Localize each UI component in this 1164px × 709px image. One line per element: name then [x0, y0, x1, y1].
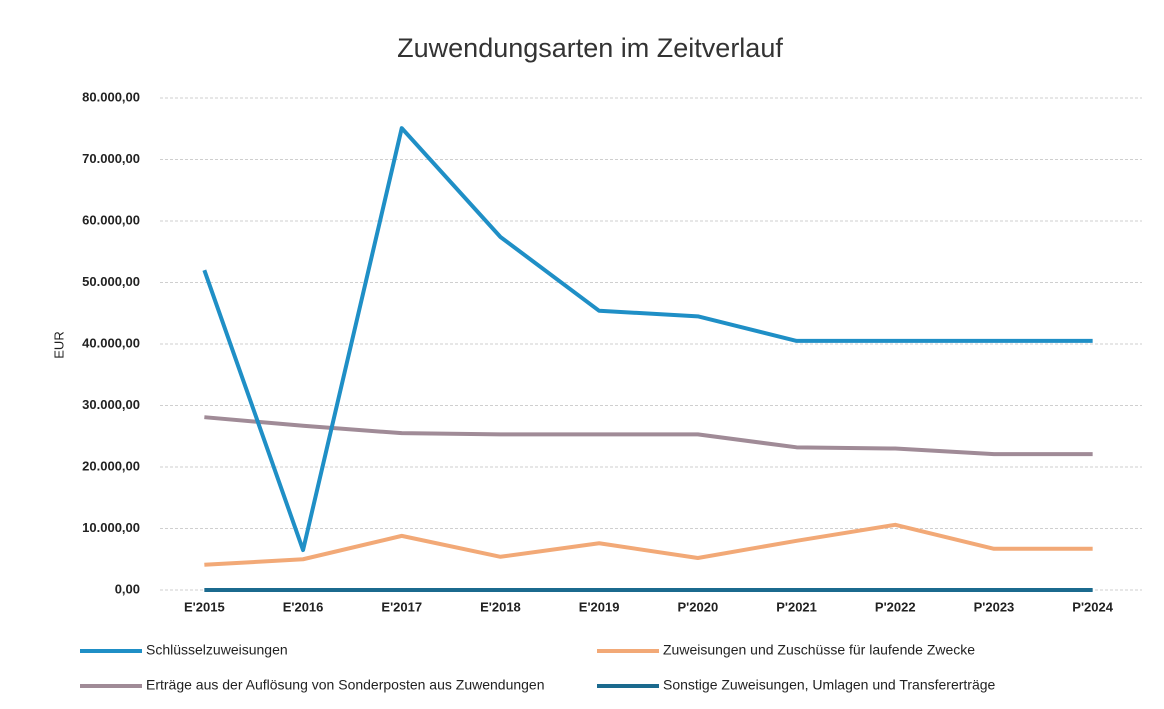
x-tick-label: E'2018	[480, 599, 521, 614]
y-tick-label: 80.000,00	[82, 89, 140, 104]
legend-label: Erträge aus der Auflösung von Sonderpost…	[146, 677, 545, 693]
series-line	[204, 522, 1093, 567]
y-tick-label: 30.000,00	[82, 397, 140, 412]
legend-label: Sonstige Zuweisungen, Umlagen und Transf…	[663, 677, 996, 693]
y-tick-label: 60.000,00	[82, 212, 140, 227]
x-tick-label: E'2015	[184, 599, 225, 614]
y-axis-label: EUR	[51, 331, 66, 358]
x-tick-label: P'2020	[678, 599, 719, 614]
series-line	[202, 126, 1093, 553]
legend-label: Zuweisungen und Zuschüsse für laufende Z…	[663, 642, 975, 658]
x-tick-label: E'2016	[283, 599, 324, 614]
y-tick-label: 50.000,00	[82, 274, 140, 289]
y-tick-label: 20.000,00	[82, 458, 140, 473]
x-tick-label: P'2022	[875, 599, 916, 614]
chart-title: Zuwendungsarten im Zeitverlauf	[397, 33, 783, 63]
y-tick-label: 10.000,00	[82, 520, 140, 535]
y-tick-label: 40.000,00	[82, 335, 140, 350]
series-line	[204, 415, 1093, 457]
y-tick-label: 0,00	[115, 581, 140, 596]
x-tick-label: E'2019	[579, 599, 620, 614]
legend-label: Schlüsselzuweisungen	[146, 642, 288, 658]
x-tick-label: P'2023	[974, 599, 1015, 614]
x-tick-label: P'2024	[1072, 599, 1113, 614]
x-tick-label: P'2021	[776, 599, 817, 614]
x-tick-label: E'2017	[381, 599, 422, 614]
y-tick-label: 70.000,00	[82, 151, 140, 166]
